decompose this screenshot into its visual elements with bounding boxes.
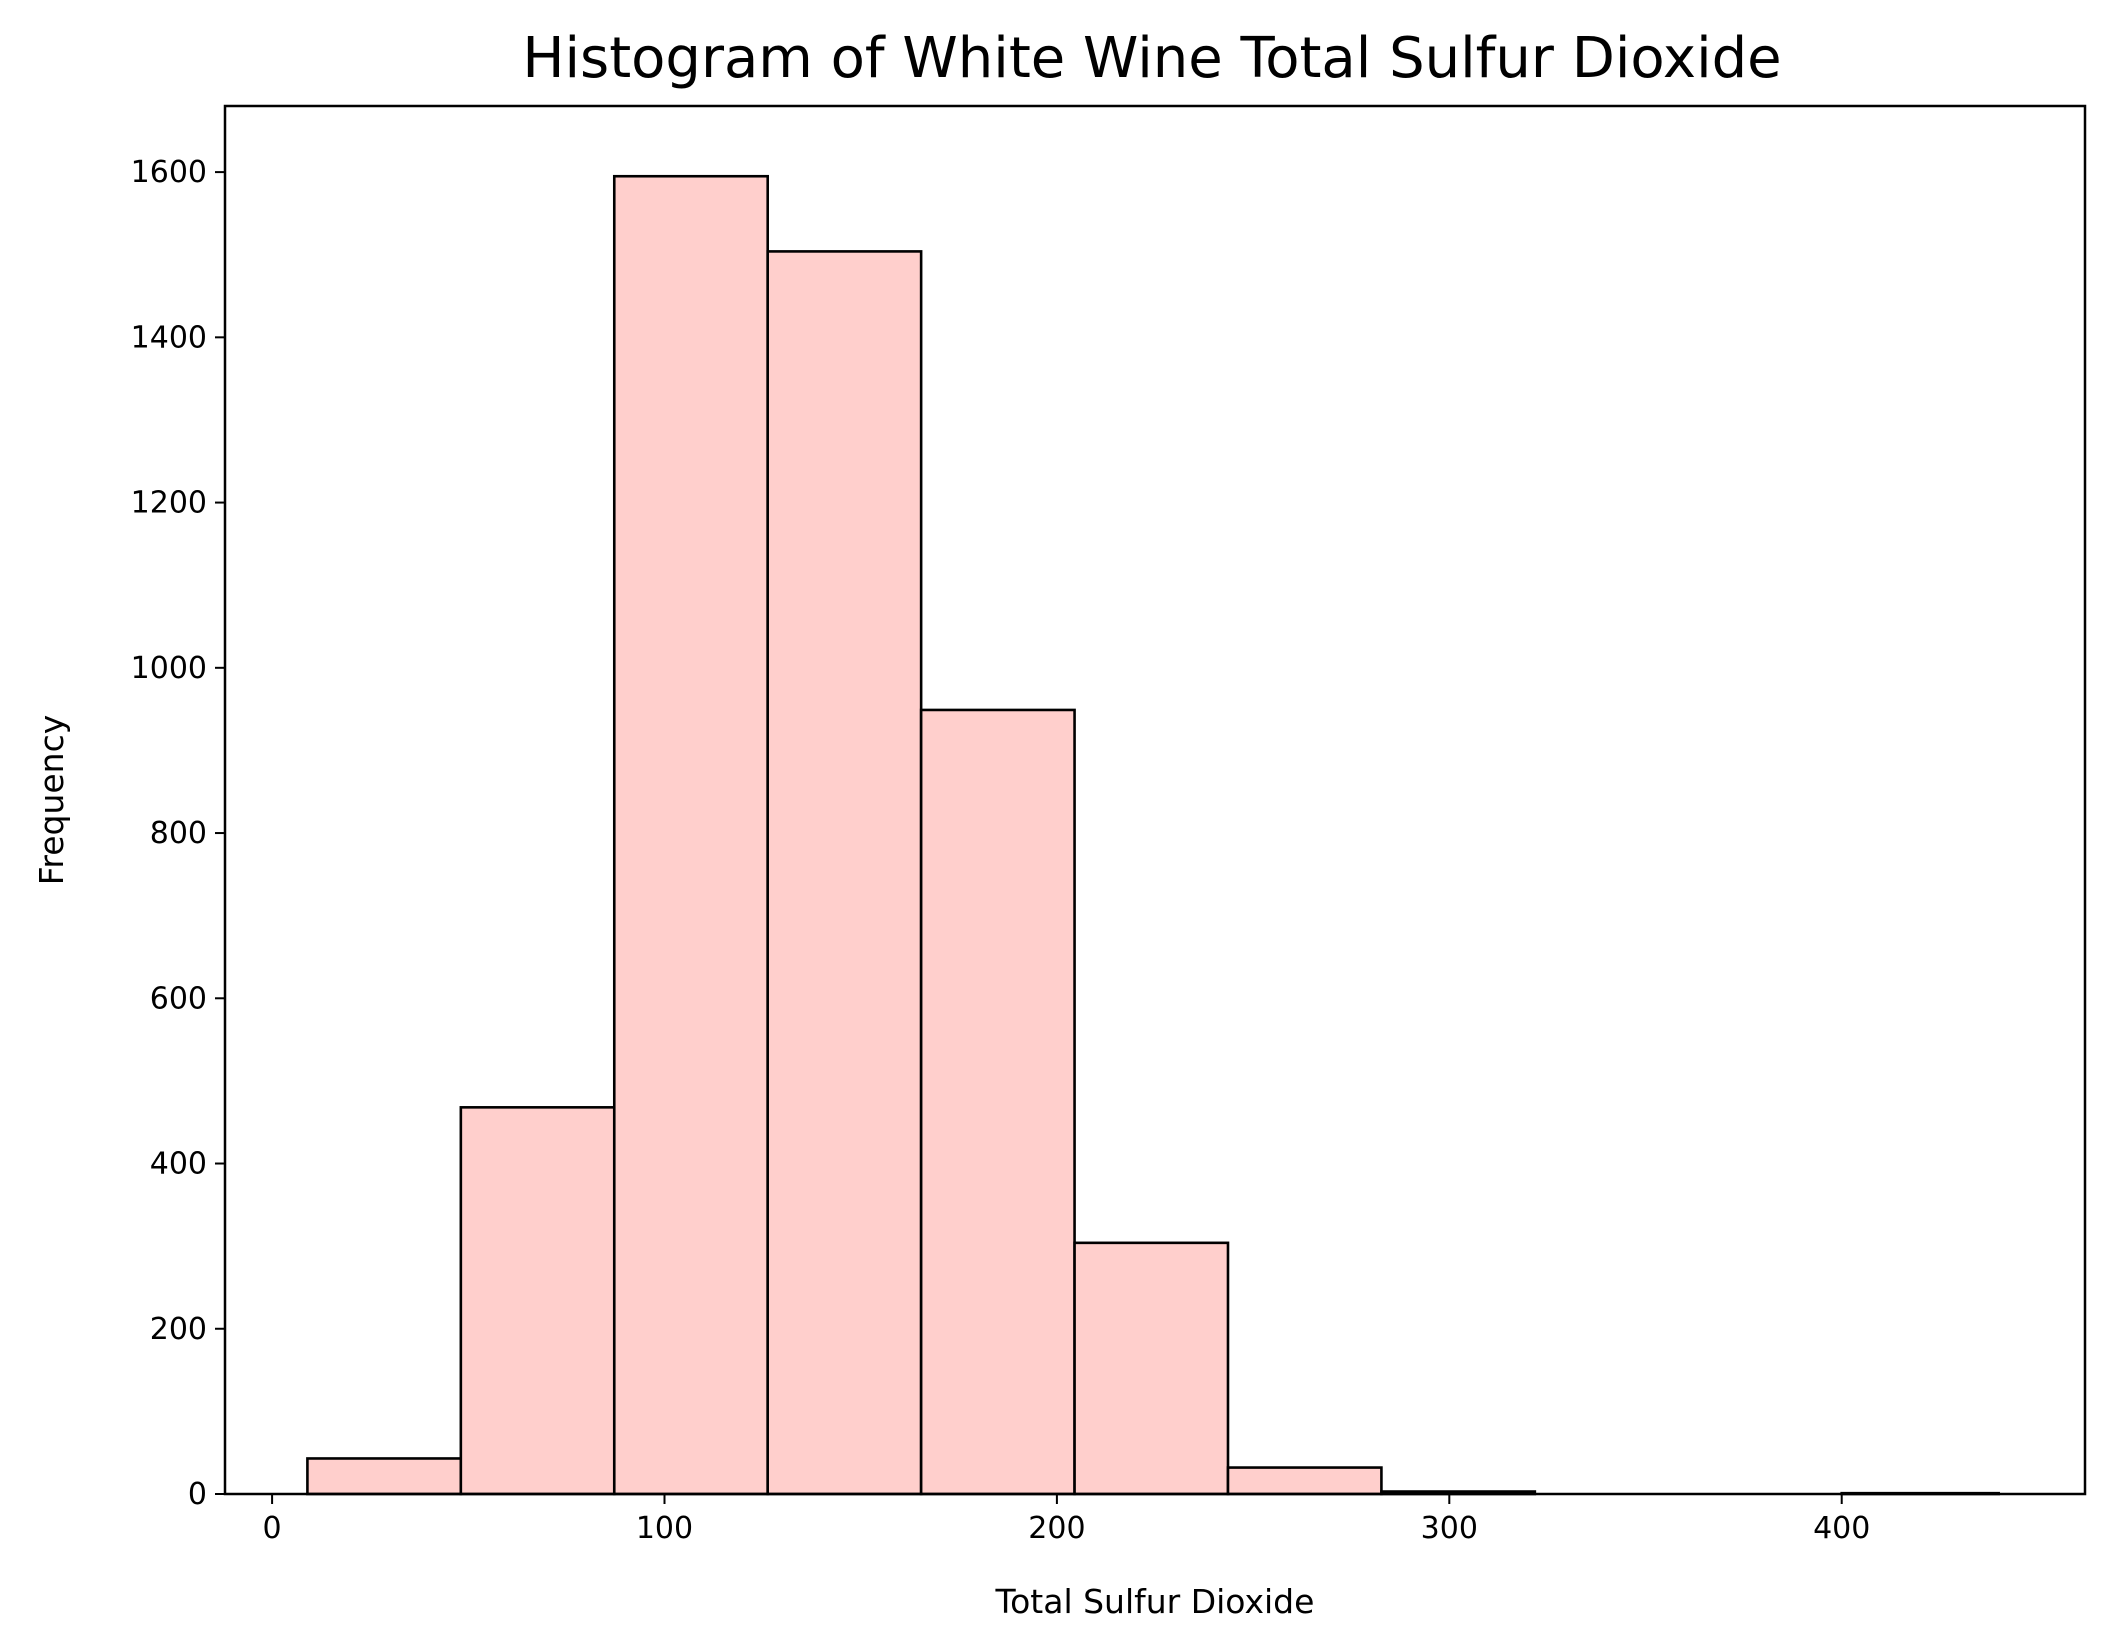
y-tick-label-7: 1200 [131,486,207,521]
x-tick-label-2: 100 [636,1511,693,1546]
y-axis-ticks: 0 200 400 600 800 1000 1200 1400 1600 [131,155,225,1512]
y-tick-label-9: 1600 [131,155,207,190]
histogram-bar-3 [612,174,770,1496]
y-tick-label-2: 200 [150,1312,207,1347]
y-tick-label-6: 1000 [131,651,207,686]
histogram-bar-7 [1226,1466,1383,1496]
y-tick-label-3: 400 [150,1147,207,1182]
plot-frame [223,104,2087,1496]
y-tick-label-5: 800 [150,816,207,851]
histogram-bar-1 [306,1457,463,1496]
y-tick-label-4: 600 [150,981,207,1016]
x-tick-label-4: 300 [1421,1511,1478,1546]
histogram-bar-4 [766,250,923,1496]
histogram-bars [306,174,2000,1496]
x-tick-label-1: 0 [263,1511,282,1546]
histogram-bar-5 [919,708,1076,1496]
y-tick-label-8: 1400 [131,320,207,355]
x-axis-title: Total Sulfur Dioxide [995,1582,1315,1621]
y-tick-label-1: 0 [188,1477,207,1512]
x-axis-ticks: 0 100 200 300 400 [263,1494,1870,1546]
histogram-bar-2 [459,1106,616,1496]
x-tick-label-3: 200 [1028,1511,1085,1546]
y-axis-title: Frequency [32,715,71,885]
chart-title: Histogram of White Wine Total Sulfur Dio… [522,26,1781,91]
x-tick-label-5: 400 [1813,1511,1870,1546]
histogram-bar-6 [1073,1241,1230,1496]
